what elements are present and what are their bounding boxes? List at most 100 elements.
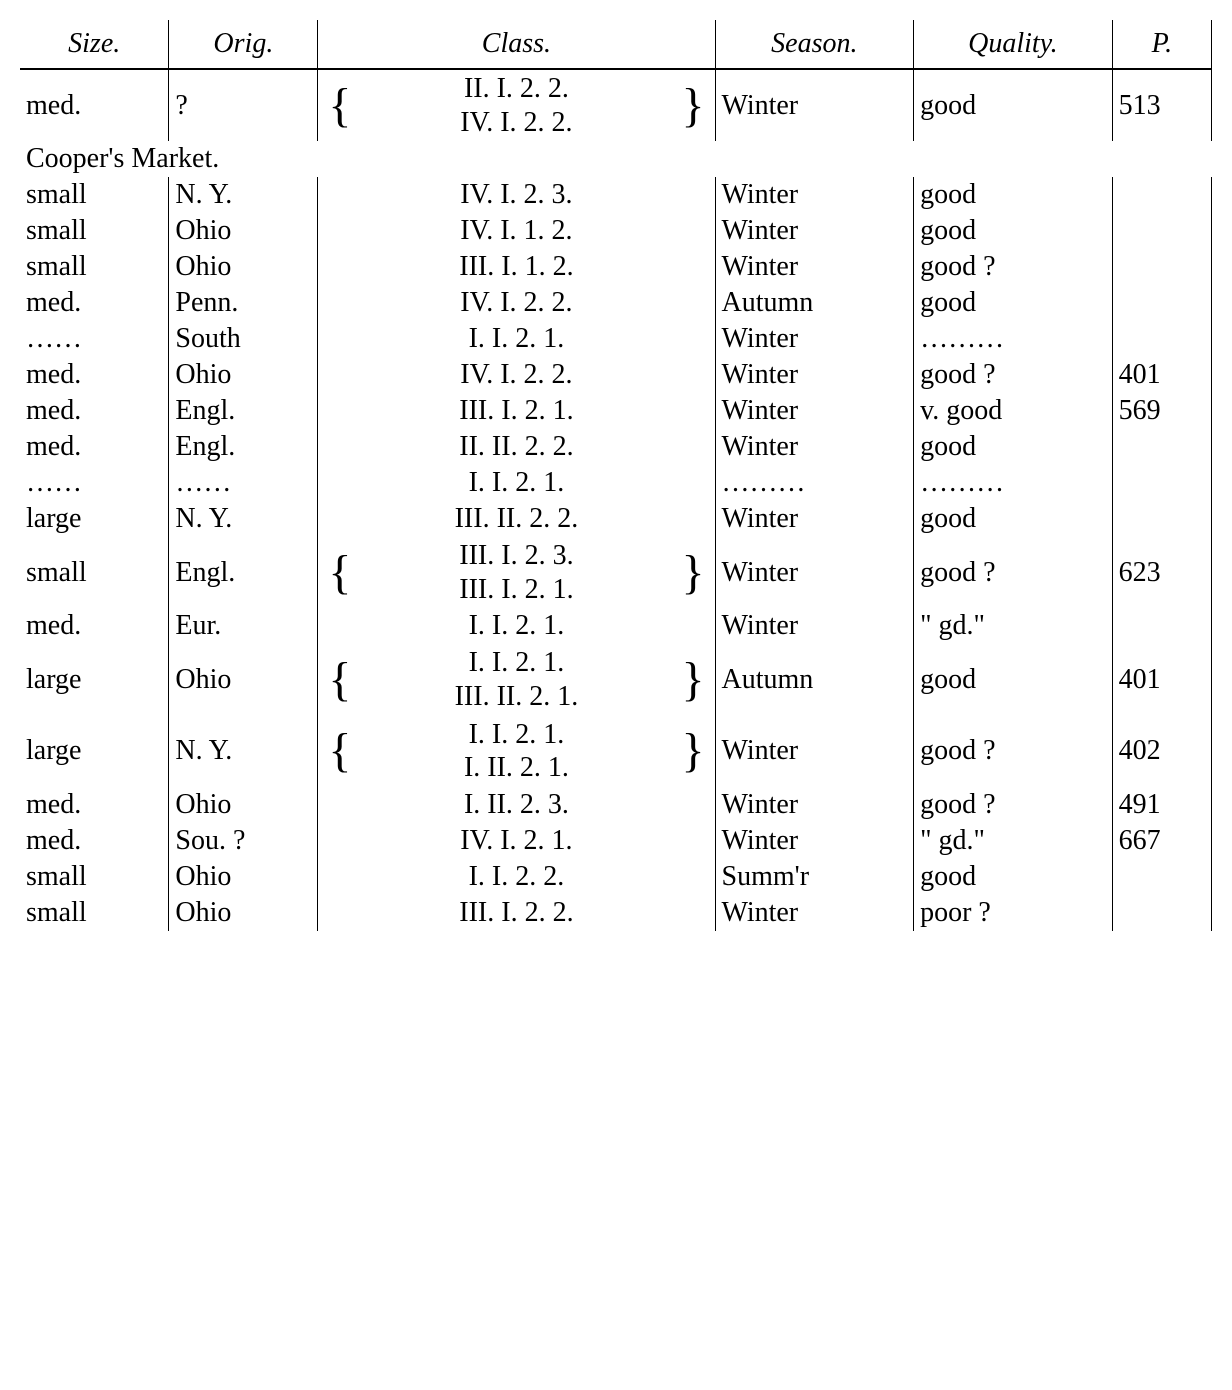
cell-quality: ……… — [914, 465, 1113, 501]
cell-size: med. — [20, 357, 169, 393]
cell-season: Winter — [715, 716, 914, 787]
cell-season: Winter — [715, 608, 914, 644]
cell-season: Autumn — [715, 644, 914, 715]
cell-quality: good — [914, 859, 1113, 895]
cell-season: Winter — [715, 895, 914, 931]
table-row: largeOhio{I. I. 2. 1.III. II. 2. 1.}Autu… — [20, 644, 1212, 715]
cell-season: Winter — [715, 213, 914, 249]
cell-class: I. II. 2. 3. — [318, 787, 715, 823]
cell-class: {I. I. 2. 1.I. II. 2. 1.} — [318, 716, 715, 787]
cell-class: IV. I. 2. 1. — [318, 823, 715, 859]
cell-class: III. I. 2. 1. — [318, 393, 715, 429]
cell-size: large — [20, 644, 169, 715]
cell-size: med. — [20, 608, 169, 644]
cell-class: I. I. 2. 1. — [318, 321, 715, 357]
cell-class: IV. I. 1. 2. — [318, 213, 715, 249]
cell-p — [1112, 465, 1211, 501]
cell-season: Winter — [715, 249, 914, 285]
cell-p — [1112, 608, 1211, 644]
cell-orig: Sou. ? — [169, 823, 318, 859]
cell-p: 401 — [1112, 644, 1211, 715]
cell-orig: ? — [169, 69, 318, 141]
cell-p — [1112, 429, 1211, 465]
cell-season: Winter — [715, 357, 914, 393]
cell-orig: N. Y. — [169, 177, 318, 213]
cell-size: …… — [20, 465, 169, 501]
cell-class: I. I. 2. 1. — [318, 608, 715, 644]
cell-quality: good ? — [914, 357, 1113, 393]
cell-season: Winter — [715, 429, 914, 465]
header-quality: Quality. — [914, 20, 1113, 69]
cell-size: small — [20, 249, 169, 285]
cell-quality: good — [914, 213, 1113, 249]
cell-size: med. — [20, 823, 169, 859]
cell-size: med. — [20, 285, 169, 321]
cell-size: med. — [20, 429, 169, 465]
cell-quality: good — [914, 501, 1113, 537]
cell-quality: " gd." — [914, 608, 1113, 644]
cell-class: III. I. 1. 2. — [318, 249, 715, 285]
cell-p: 667 — [1112, 823, 1211, 859]
cell-p: 513 — [1112, 69, 1211, 141]
cell-quality: poor ? — [914, 895, 1113, 931]
cell-class: II. II. 2. 2. — [318, 429, 715, 465]
cell-class: I. I. 2. 2. — [318, 859, 715, 895]
table-row: smallOhioIII. I. 1. 2.Wintergood ? — [20, 249, 1212, 285]
cell-quality: good — [914, 644, 1113, 715]
table-row: med.OhioI. II. 2. 3.Wintergood ?491 — [20, 787, 1212, 823]
cell-size: small — [20, 177, 169, 213]
cell-season: Winter — [715, 787, 914, 823]
cell-class: I. I. 2. 1. — [318, 465, 715, 501]
cell-class: IV. I. 2. 2. — [318, 357, 715, 393]
cell-orig: Ohio — [169, 213, 318, 249]
cell-season: Winter — [715, 501, 914, 537]
table-row: med.Sou. ?IV. I. 2. 1.Winter" gd."667 — [20, 823, 1212, 859]
cell-size: small — [20, 213, 169, 249]
header-size: Size. — [20, 20, 169, 69]
table-row: smallOhioI. I. 2. 2.Summ'rgood — [20, 859, 1212, 895]
cell-p — [1112, 321, 1211, 357]
cell-p: 623 — [1112, 537, 1211, 608]
cell-season: Winter — [715, 537, 914, 608]
cell-size: med. — [20, 787, 169, 823]
cell-orig: Ohio — [169, 249, 318, 285]
cell-class: III. I. 2. 2. — [318, 895, 715, 931]
cell-p — [1112, 285, 1211, 321]
cell-p — [1112, 249, 1211, 285]
cell-orig: South — [169, 321, 318, 357]
cell-size: large — [20, 716, 169, 787]
cell-p — [1112, 895, 1211, 931]
cell-quality: good — [914, 429, 1113, 465]
cell-quality: good — [914, 177, 1113, 213]
cell-size: med. — [20, 69, 169, 141]
table-row: largeN. Y.{I. I. 2. 1.I. II. 2. 1.}Winte… — [20, 716, 1212, 787]
table-row: smallOhioIII. I. 2. 2.Winterpoor ? — [20, 895, 1212, 931]
cell-orig: N. Y. — [169, 501, 318, 537]
table-row: largeN. Y.III. II. 2. 2.Wintergood — [20, 501, 1212, 537]
cell-orig: Ohio — [169, 859, 318, 895]
cell-p: 401 — [1112, 357, 1211, 393]
table-row: med.?{II. I. 2. 2.IV. I. 2. 2.}Wintergoo… — [20, 69, 1212, 141]
table-row: ……SouthI. I. 2. 1.Winter……… — [20, 321, 1212, 357]
cell-season: Winter — [715, 823, 914, 859]
cell-class: IV. I. 2. 2. — [318, 285, 715, 321]
table-row: med.OhioIV. I. 2. 2.Wintergood ?401 — [20, 357, 1212, 393]
cell-size: med. — [20, 393, 169, 429]
table-row: smallEngl.{III. I. 2. 3.III. I. 2. 1.}Wi… — [20, 537, 1212, 608]
cell-season: Winter — [715, 321, 914, 357]
cell-orig: …… — [169, 465, 318, 501]
cell-quality: good — [914, 285, 1113, 321]
cell-quality: ……… — [914, 321, 1113, 357]
table-row: med.Engl.II. II. 2. 2.Wintergood — [20, 429, 1212, 465]
cell-season: Winter — [715, 177, 914, 213]
cell-p — [1112, 213, 1211, 249]
cell-orig: Ohio — [169, 895, 318, 931]
cell-orig: Ohio — [169, 357, 318, 393]
cell-orig: Ohio — [169, 644, 318, 715]
cell-quality: good ? — [914, 537, 1113, 608]
table-row: …………I. I. 2. 1.……………… — [20, 465, 1212, 501]
cell-p: 491 — [1112, 787, 1211, 823]
cell-orig: Engl. — [169, 393, 318, 429]
cell-season: Autumn — [715, 285, 914, 321]
cell-orig: Engl. — [169, 429, 318, 465]
